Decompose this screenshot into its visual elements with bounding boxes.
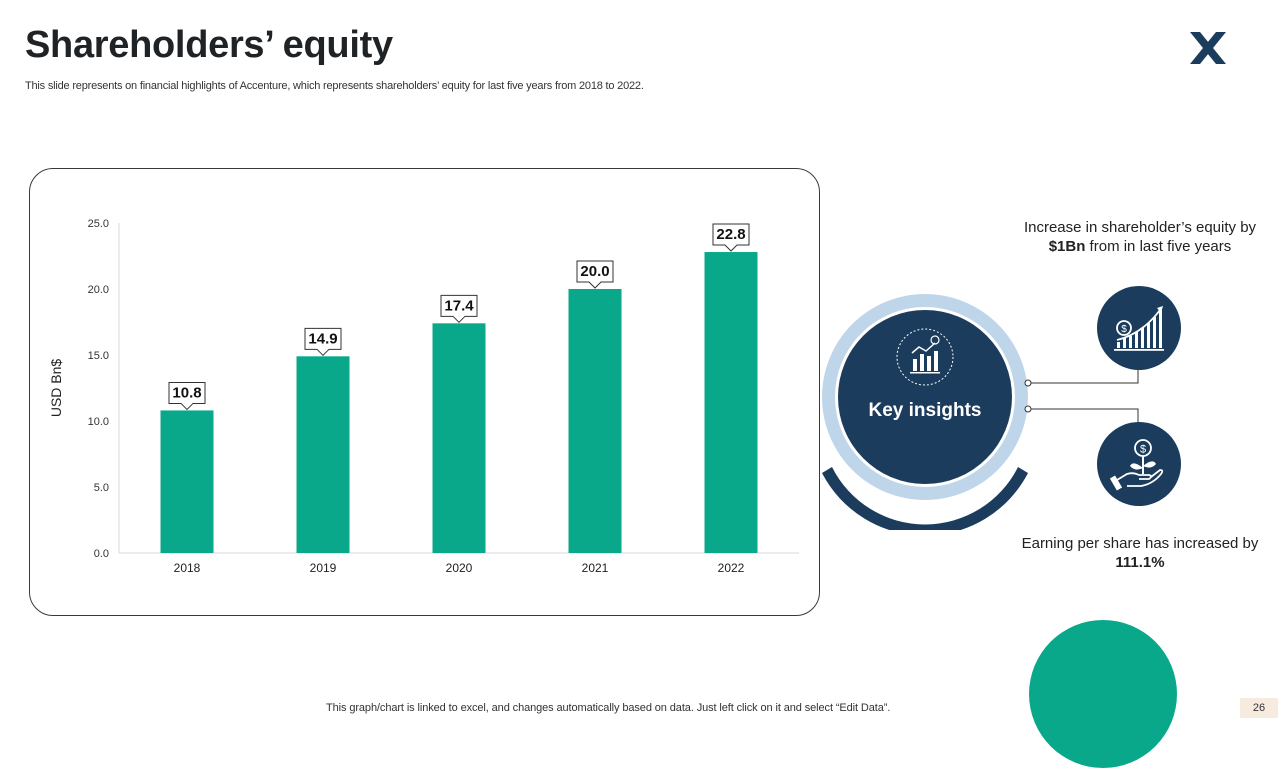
y-tick-label: 10.0 — [88, 416, 109, 428]
y-tick-label: 5.0 — [94, 482, 109, 494]
connector-lines — [1024, 370, 1139, 422]
svg-text:$: $ — [1121, 324, 1127, 335]
bar-chart: 0.0 5.0 10.0 15.0 20.0 25.0 USD Bn$ 2018 10.8 201… — [48, 218, 799, 575]
bar-chart-dollar-icon: $ — [1097, 286, 1181, 370]
x-tick-label: 2020 — [446, 561, 473, 575]
data-label-callout — [440, 294, 478, 324]
bar-2019 — [296, 356, 350, 553]
data-label-callout — [576, 260, 614, 289]
brand-x-logo — [1190, 32, 1226, 64]
y-tick-label: 0.0 — [94, 548, 109, 560]
data-label-callout — [168, 381, 206, 411]
slide-title: Shareholders’ equity — [25, 24, 393, 66]
x-tick-label: 2018 — [174, 561, 201, 575]
y-tick-label: 15.0 — [88, 350, 109, 362]
x-tick-label: 2021 — [582, 561, 609, 575]
bar-2022 — [704, 252, 758, 553]
y-tick-label: 25.0 — [88, 218, 109, 230]
footer-note: This graph/chart is linked to excel, and… — [326, 702, 891, 714]
x-tick-label: 2019 — [310, 561, 337, 575]
decorative-green-circle — [1029, 620, 1177, 768]
svg-text:$: $ — [1140, 444, 1146, 456]
key-insights-graphic — [822, 294, 1028, 530]
y-tick-label: 20.0 — [88, 284, 109, 296]
hand-plant-dollar-icon: $ — [1097, 422, 1181, 506]
growth-chart-icon — [896, 328, 954, 386]
page-number: 26 — [1240, 698, 1278, 718]
data-label: 17.4 — [444, 297, 474, 314]
chart-frame — [29, 168, 820, 616]
bar-2021 — [568, 289, 622, 553]
insight-eps-increase: Earning per share has increased by 111.1… — [1021, 535, 1259, 571]
bar-2018 — [160, 410, 214, 553]
data-label: 10.8 — [172, 384, 201, 401]
data-label: 20.0 — [580, 263, 609, 280]
data-label-callout — [304, 327, 342, 357]
data-label: 14.9 — [308, 330, 337, 347]
key-insights-label: Key insights — [868, 400, 982, 421]
slide-subtitle: This slide represents on financial highl… — [25, 80, 644, 92]
bar-2020 — [432, 323, 486, 553]
data-label-callout — [712, 223, 750, 252]
data-label: 22.8 — [716, 226, 745, 243]
insight-equity-increase: Increase in shareholder’s equity by $1Bn… — [1023, 219, 1257, 255]
y-axis-title: USD Bn$ — [48, 359, 64, 418]
x-tick-label: 2022 — [718, 561, 745, 575]
